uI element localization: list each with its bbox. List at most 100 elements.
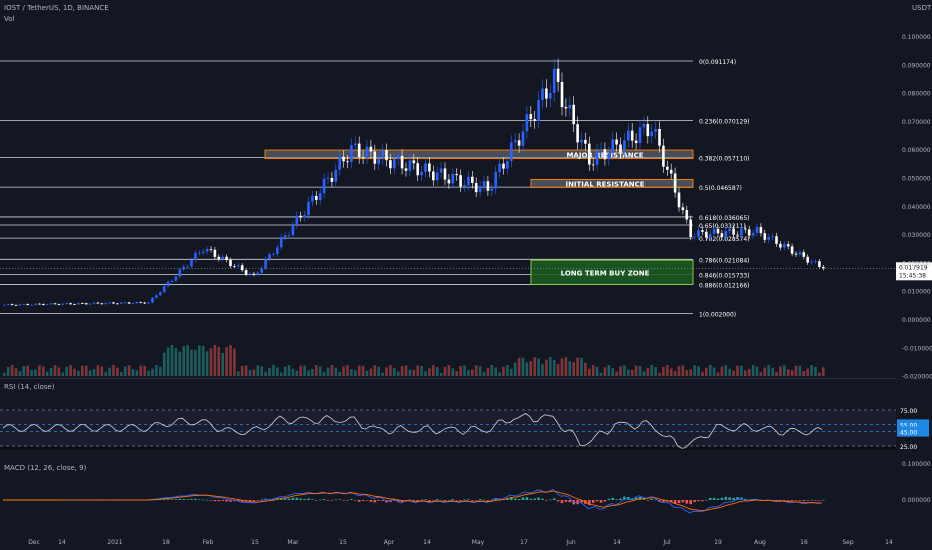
macd-histogram-bar — [377, 500, 380, 501]
macd-histogram-bar — [330, 500, 334, 501]
candle-body — [268, 254, 271, 260]
volume-bar — [580, 357, 583, 376]
volume-bar — [295, 370, 299, 376]
macd-histogram-bar — [552, 498, 556, 500]
volume-bar — [474, 365, 478, 376]
macd-histogram-bar — [533, 498, 536, 500]
last-price-tag — [896, 262, 932, 281]
volume-bar — [272, 365, 275, 376]
candle-body — [802, 252, 806, 257]
volume-bar — [123, 366, 127, 376]
candle-body — [123, 302, 127, 304]
price-tick-label: 0.090000 — [902, 62, 931, 69]
volume-bar — [205, 351, 209, 376]
candle-body — [506, 161, 509, 169]
candle-body — [751, 232, 755, 236]
fib-label: 0.5(0.046587) — [699, 185, 742, 192]
currency-label[interactable]: USDT — [912, 4, 932, 12]
macd-histogram-bar — [221, 500, 224, 501]
candle-body — [10, 304, 14, 305]
macd-tick-label: 0.100000 — [902, 461, 931, 468]
volume-bar — [53, 365, 57, 376]
volume-bar — [658, 372, 661, 376]
candle-body — [139, 301, 143, 303]
volume-bar — [486, 367, 490, 376]
candle-body — [786, 244, 790, 247]
candle-body — [166, 281, 170, 287]
candle-body — [599, 149, 603, 151]
candle-body — [295, 215, 299, 225]
candle-body — [69, 303, 72, 305]
volume-bar — [377, 366, 380, 376]
volume-bar — [513, 362, 517, 376]
macd-histogram-bar — [170, 499, 174, 500]
volume-bar — [381, 372, 384, 376]
volume-bar — [814, 366, 817, 376]
macd-histogram-bar — [396, 500, 400, 502]
macd-histogram-bar — [611, 497, 614, 500]
candle-body — [393, 158, 396, 169]
candle-body — [654, 128, 657, 132]
candle-body — [131, 303, 135, 304]
candle-body — [662, 145, 665, 167]
symbol-title: IOST / TetherUS, 1D, BINANCE — [4, 4, 109, 12]
macd-histogram-bar — [240, 500, 244, 502]
candle-body — [194, 252, 197, 261]
macd-histogram-bar — [662, 500, 665, 503]
volume-bar — [84, 365, 88, 376]
candle-body — [486, 181, 490, 191]
volume-bar — [463, 365, 466, 376]
macd-histogram-bar — [720, 497, 724, 500]
candle-body — [229, 259, 232, 267]
candle-body — [720, 233, 724, 237]
volume-bar — [112, 365, 115, 376]
volume-bar — [537, 358, 540, 376]
volume-bar — [712, 367, 716, 376]
volume-bar — [630, 369, 634, 376]
candle-body — [342, 156, 345, 162]
macd-histogram-bar — [354, 500, 357, 501]
candle-body — [619, 144, 622, 153]
macd-histogram-bar — [190, 498, 193, 500]
macd-histogram-bar — [404, 500, 408, 501]
macd-histogram-bar — [365, 500, 369, 501]
macd-histogram-bar — [182, 499, 185, 500]
time-tick-label: 17 — [520, 539, 528, 546]
candle-body — [677, 192, 681, 208]
candle-body — [213, 249, 217, 257]
volume-bar — [510, 368, 513, 376]
volume-bar — [783, 365, 786, 376]
volume-bar — [771, 367, 774, 376]
candle-body — [712, 228, 716, 235]
candle-body — [798, 252, 802, 255]
candle-body — [822, 266, 825, 269]
volume-bar — [681, 365, 685, 376]
volume-bar — [260, 366, 263, 376]
candle-body — [260, 268, 263, 273]
candle-body — [541, 88, 544, 101]
candle-body — [73, 304, 76, 306]
macd-histogram-bar — [428, 500, 431, 501]
macd-label: MACD (12, 26, close, 9) — [4, 464, 87, 472]
candle-body — [779, 243, 782, 248]
macd-histogram-bar — [361, 500, 365, 501]
candle-body — [716, 228, 720, 234]
volume-bar — [471, 369, 474, 376]
candle-body — [549, 93, 552, 99]
volume-bar — [502, 366, 505, 376]
volume-bar — [506, 365, 509, 376]
candle-body — [474, 182, 478, 193]
volume-bar — [81, 365, 84, 376]
candle-body — [147, 302, 150, 304]
macd-histogram-bar — [478, 499, 482, 500]
candle-body — [3, 304, 6, 306]
price-tick-label: -0.010000 — [902, 345, 932, 352]
candle-body — [552, 68, 556, 94]
candle-body — [611, 139, 614, 154]
price-tick-label: 0.100000 — [902, 34, 931, 41]
volume-bar — [412, 369, 416, 376]
candle-body — [396, 155, 400, 159]
volume-bar — [326, 367, 330, 376]
candle-body — [330, 177, 334, 182]
